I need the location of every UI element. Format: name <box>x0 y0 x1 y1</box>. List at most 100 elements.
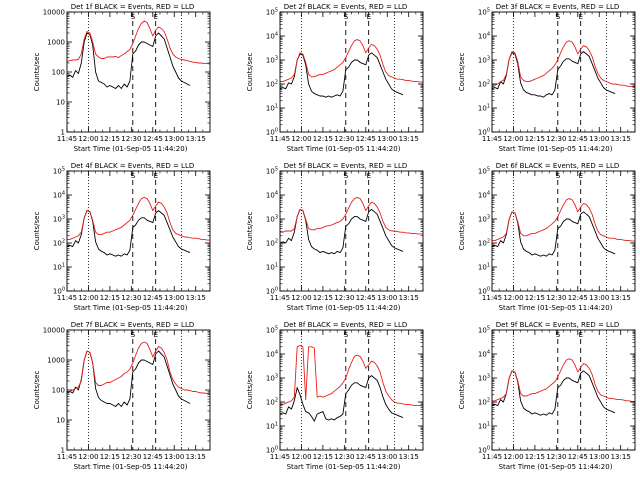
y-tick-label: 103 <box>266 56 278 65</box>
x-tick-label: 12:00 <box>503 135 523 143</box>
marker-letter-e: E <box>154 172 158 180</box>
x-tick-label: 13:00 <box>589 135 609 143</box>
x-axis-label: Start Time (01-Sep-05 11:44:20) <box>287 463 401 471</box>
detector-panel-9: Det 9f BLACK = Events, RED = LLD Counts/s… <box>458 321 636 471</box>
x-tick-label: 13:00 <box>164 453 184 461</box>
lld-series-line <box>280 39 423 83</box>
x-tick-label: 12:15 <box>313 453 333 461</box>
x-tick-label: 11:45 <box>270 135 290 143</box>
x-tick-label: 12:30 <box>546 135 566 143</box>
events-series-line <box>279 375 404 422</box>
x-tick-label: 12:45 <box>356 453 376 461</box>
y-tick-label: 104 <box>478 191 490 200</box>
y-tick-label: 103 <box>266 374 278 383</box>
x-tick-label: 13:15 <box>611 453 631 461</box>
lld-series-line <box>492 358 635 402</box>
x-tick-label: 13:15 <box>399 294 419 302</box>
x-tick-label: 12:15 <box>525 135 545 143</box>
y-tick-label: 101 <box>478 263 490 272</box>
x-tick-label: 12:15 <box>525 294 545 302</box>
x-tick-label: 13:15 <box>611 294 631 302</box>
y-tick-label: 101 <box>266 422 278 431</box>
x-tick-label: 12:00 <box>78 135 98 143</box>
x-tick-label: 12:15 <box>100 135 120 143</box>
x-tick-label: 13:15 <box>186 453 206 461</box>
y-tick-label: 1 <box>61 129 65 137</box>
x-tick-label: 12:00 <box>291 453 311 461</box>
panel-title: Det 1f BLACK = Events, RED = LLD <box>71 3 194 11</box>
y-tick-label: 102 <box>266 80 278 89</box>
marker-letter-e: E <box>154 331 158 339</box>
marker-letter-s: S <box>344 331 349 339</box>
y-tick-label: 100 <box>52 387 65 395</box>
x-tick-label: 12:15 <box>100 453 120 461</box>
x-tick-label: 11:45 <box>482 453 502 461</box>
y-axis-label: Counts/sec <box>246 371 254 410</box>
y-tick-label: 104 <box>478 32 490 41</box>
panel-title: Det 7f BLACK = Events, RED = LLD <box>71 321 194 329</box>
lld-series-line <box>280 345 424 407</box>
y-tick-label: 102 <box>478 80 490 89</box>
y-tick-label: 1000 <box>47 357 65 365</box>
x-axis-label: Start Time (01-Sep-05 11:44:20) <box>499 463 613 471</box>
marker-letter-e: E <box>579 172 583 180</box>
x-axis-label: Start Time (01-Sep-05 11:44:20) <box>499 304 613 312</box>
events-series-line <box>279 52 404 98</box>
events-series-line <box>66 350 191 407</box>
x-tick-label: 11:45 <box>57 135 77 143</box>
x-tick-label: 13:15 <box>399 135 419 143</box>
marker-letter-e: E <box>367 13 371 21</box>
lld-series-line <box>492 40 635 87</box>
x-tick-label: 11:45 <box>482 294 502 302</box>
y-tick-label: 100 <box>478 446 490 455</box>
panel-title: Det 5f BLACK = Events, RED = LLD <box>284 162 407 170</box>
marker-letter-e: E <box>579 13 583 21</box>
y-tick-label: 102 <box>478 398 490 407</box>
y-tick-label: 105 <box>266 326 278 335</box>
x-tick-label: 13:15 <box>186 294 206 302</box>
y-axis-label: Counts/sec <box>458 53 466 92</box>
y-tick-label: 105 <box>478 326 490 335</box>
marker-letter-s: S <box>131 13 136 21</box>
x-axis-label: Start Time (01-Sep-05 11:44:20) <box>287 145 401 153</box>
x-tick-label: 12:15 <box>100 294 120 302</box>
y-tick-label: 105 <box>266 167 278 176</box>
x-tick-label: 12:00 <box>78 294 98 302</box>
lld-series-line <box>67 196 210 241</box>
y-tick-label: 101 <box>478 422 490 431</box>
y-tick-label: 104 <box>478 350 490 359</box>
y-tick-label: 100 <box>266 287 278 296</box>
marker-letter-s: S <box>556 331 561 339</box>
detector-panel-5: Det 5f BLACK = Events, RED = LLD Counts/s… <box>246 162 424 312</box>
y-tick-label: 103 <box>53 215 65 224</box>
detector-panel-7: Det 7f BLACK = Events, RED = LLD Counts/s… <box>33 321 211 471</box>
y-tick-label: 10 <box>56 99 65 107</box>
panel-title: Det 4f BLACK = Events, RED = LLD <box>71 162 194 170</box>
detector-panel-1: Det 1f BLACK = Events, RED = LLD Counts/s… <box>33 3 211 153</box>
x-tick-label: 11:45 <box>57 294 77 302</box>
y-tick-label: 10 <box>56 417 65 425</box>
lld-series-line <box>66 20 211 65</box>
marker-letter-s: S <box>131 331 136 339</box>
y-tick-label: 104 <box>53 191 65 200</box>
panel-title: Det 6f BLACK = Events, RED = LLD <box>496 162 619 170</box>
marker-letter-e: E <box>579 331 583 339</box>
marker-letter-s: S <box>556 172 561 180</box>
y-tick-label: 100 <box>478 128 490 137</box>
detector-panel-2: Det 2f BLACK = Events, RED = LLD Counts/s… <box>246 3 424 153</box>
y-axis-label: Counts/sec <box>246 53 254 92</box>
x-tick-label: 11:45 <box>270 453 290 461</box>
detector-panel-8: Det 8f BLACK = Events, RED = LLD Counts/s… <box>246 321 424 471</box>
marker-letter-e: E <box>154 13 158 21</box>
y-axis-label: Counts/sec <box>33 53 41 92</box>
x-tick-label: 12:00 <box>78 453 98 461</box>
x-tick-label: 13:00 <box>377 453 397 461</box>
x-tick-label: 12:30 <box>121 453 141 461</box>
x-tick-label: 12:15 <box>313 135 333 143</box>
x-tick-label: 12:45 <box>356 135 376 143</box>
x-axis-label: Start Time (01-Sep-05 11:44:20) <box>499 145 613 153</box>
marker-letter-s: S <box>344 172 349 180</box>
marker-letter-s: S <box>344 13 349 21</box>
y-tick-label: 105 <box>478 8 490 17</box>
